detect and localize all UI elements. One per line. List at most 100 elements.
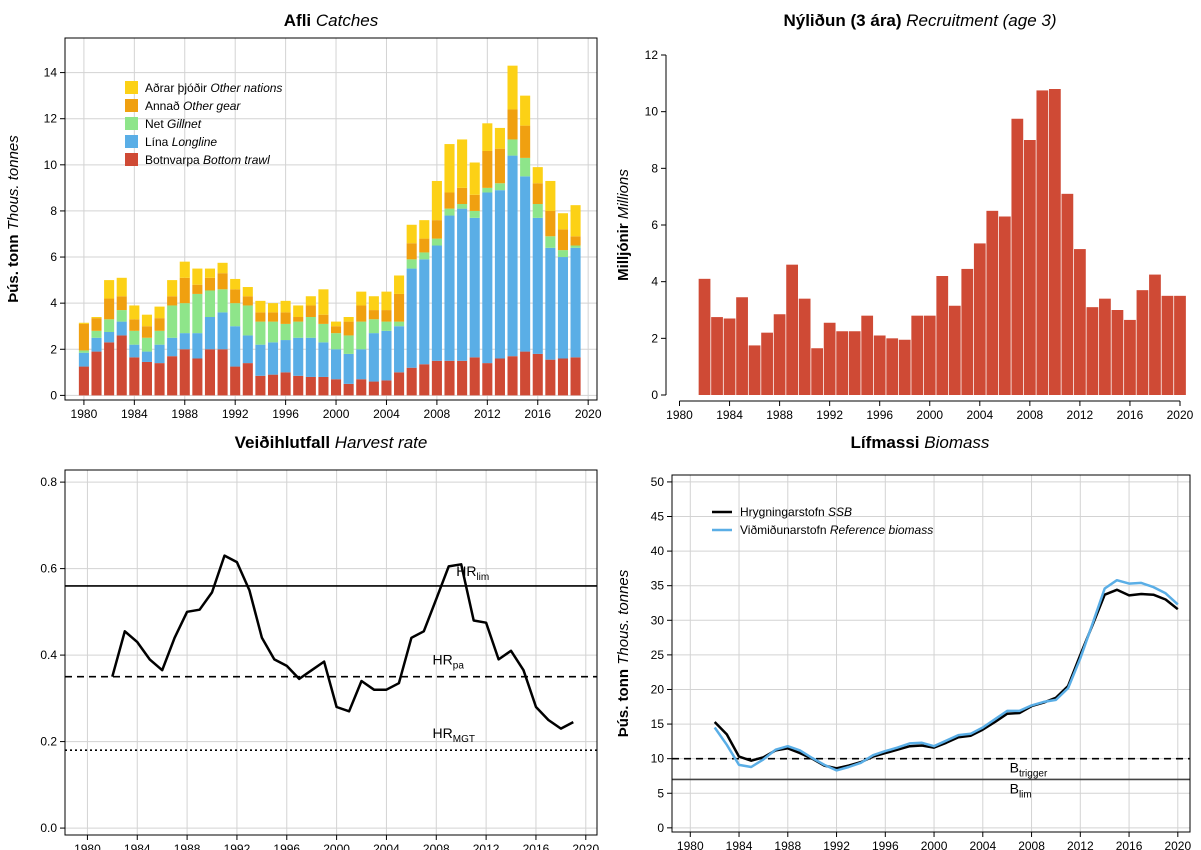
bar-segment [507, 155, 518, 357]
bar-segment [482, 192, 493, 364]
bar-segment [457, 187, 468, 205]
bar-segment [482, 363, 493, 396]
bar-segment [343, 383, 354, 396]
reference-label-main: B [1010, 760, 1019, 776]
bar-segment [570, 247, 581, 358]
bar [748, 345, 761, 395]
y-axis-label-en: Thous. tonnes [615, 569, 632, 665]
bar-segment [154, 306, 165, 319]
bar-segment [532, 353, 543, 396]
bar-segment [293, 337, 304, 376]
bar [1061, 193, 1074, 395]
bar-segment [192, 358, 203, 396]
legend-name-en: Bottom trawl [203, 153, 270, 167]
x-tick-label: 2000 [921, 839, 948, 850]
y-tick-label: 45 [651, 510, 665, 524]
reference-label: HRMGT [433, 725, 475, 745]
reference-label-sub: MGT [453, 734, 475, 745]
bar-segment [331, 326, 342, 334]
bar-segment [394, 321, 405, 327]
bar-segment [444, 192, 455, 209]
y-tick-label: 10 [44, 158, 58, 172]
y-tick-label: 50 [651, 475, 665, 489]
bar [973, 243, 986, 395]
bar-segment [242, 296, 253, 306]
bar-segment [570, 236, 581, 246]
bar-segment [141, 337, 152, 352]
legend-name-en: Gillnet [167, 117, 202, 131]
reference-label-sub: lim [1019, 789, 1032, 800]
y-tick-label: 8 [50, 204, 57, 218]
bar [1048, 89, 1061, 395]
bar-segment [280, 312, 291, 324]
bar-segment [545, 236, 556, 248]
x-tick-label: 2012 [1067, 839, 1094, 850]
y-tick-label: 0.8 [40, 475, 57, 489]
bar-segment [318, 314, 329, 324]
legend-name: Botnvarpa [145, 153, 203, 167]
line [111, 554, 574, 730]
bar-segment [520, 125, 531, 158]
x-tick-label: 2016 [523, 842, 550, 850]
reference-label: Blim [1010, 780, 1032, 800]
bar-segment [267, 312, 279, 322]
y-tick-label: 30 [651, 613, 665, 627]
bar-segment [444, 208, 455, 216]
bar-segment [104, 331, 115, 343]
reference-label: HRpa [433, 652, 465, 672]
bar-segment [331, 379, 342, 396]
bar-segment [532, 217, 543, 354]
bar-segment [280, 372, 291, 396]
x-tick-label: 1980 [677, 839, 704, 850]
bar-segment [469, 162, 480, 195]
bar [1074, 249, 1086, 395]
bar-segment [356, 349, 367, 380]
x-tick-label: 1996 [272, 407, 299, 421]
chart-title-en: Biomass [924, 433, 990, 452]
bar-segment [368, 310, 379, 320]
bar-segment [230, 289, 241, 304]
bar-segment [394, 275, 405, 294]
bar-segment [532, 167, 543, 184]
bar-segment [356, 291, 367, 306]
bar-segment [293, 321, 304, 338]
x-tick-label: 1984 [121, 407, 148, 421]
line [713, 588, 1179, 770]
y-tick-label: 14 [44, 66, 58, 80]
bar-segment [570, 245, 581, 248]
bar-segment [204, 277, 216, 291]
legend-swatch [125, 117, 138, 130]
bar-segment [431, 360, 442, 396]
chart-title-en: Catches [316, 11, 379, 30]
bar-segment [557, 250, 569, 258]
y-axis-label: Þús. tonn Thous. tonnes [615, 569, 632, 737]
bar-segment [293, 305, 304, 317]
x-tick-label: 2012 [474, 407, 501, 421]
x-tick-label: 2012 [1067, 408, 1094, 422]
bar-segment [129, 330, 140, 345]
y-tick-label: 15 [651, 717, 665, 731]
bar-segment [419, 364, 430, 396]
bar-segment [167, 356, 178, 396]
y-tick-label: 10 [651, 752, 665, 766]
bar-segment [116, 321, 127, 336]
bar-segment [91, 316, 102, 319]
bar-segment [293, 316, 304, 322]
bar-segment [192, 268, 203, 285]
x-tick-label: 1988 [766, 408, 793, 422]
chart-title-main: Afli [284, 11, 316, 30]
bar-segment [78, 366, 89, 396]
bar [961, 268, 974, 395]
bar-segment [457, 204, 468, 209]
y-axis-label-main: Þús. tonn [615, 665, 632, 738]
bar [1111, 310, 1124, 395]
bar-segment [520, 95, 531, 126]
bar-segment [242, 305, 253, 336]
x-tick-label: 2000 [323, 842, 350, 850]
x-tick-label: 1996 [273, 842, 300, 850]
bar-segment [305, 296, 316, 306]
bar-segment [242, 287, 253, 297]
bar-segment [104, 280, 115, 299]
plot-frame [671, 474, 1191, 833]
